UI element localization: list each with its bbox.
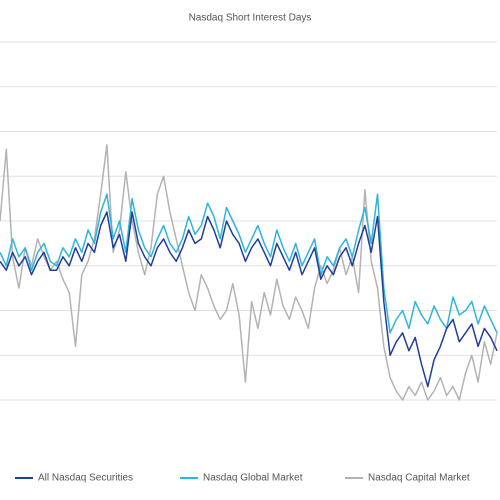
chart-title: Nasdaq Short Interest Days <box>189 13 312 24</box>
series-line <box>0 211 498 388</box>
series-line <box>0 193 498 334</box>
legend-label: All Nasdaq Securities <box>38 473 133 484</box>
legend-label: Nasdaq Global Market <box>203 473 303 484</box>
series-line <box>0 144 498 401</box>
legend-label: Nasdaq Capital Market <box>368 473 470 484</box>
